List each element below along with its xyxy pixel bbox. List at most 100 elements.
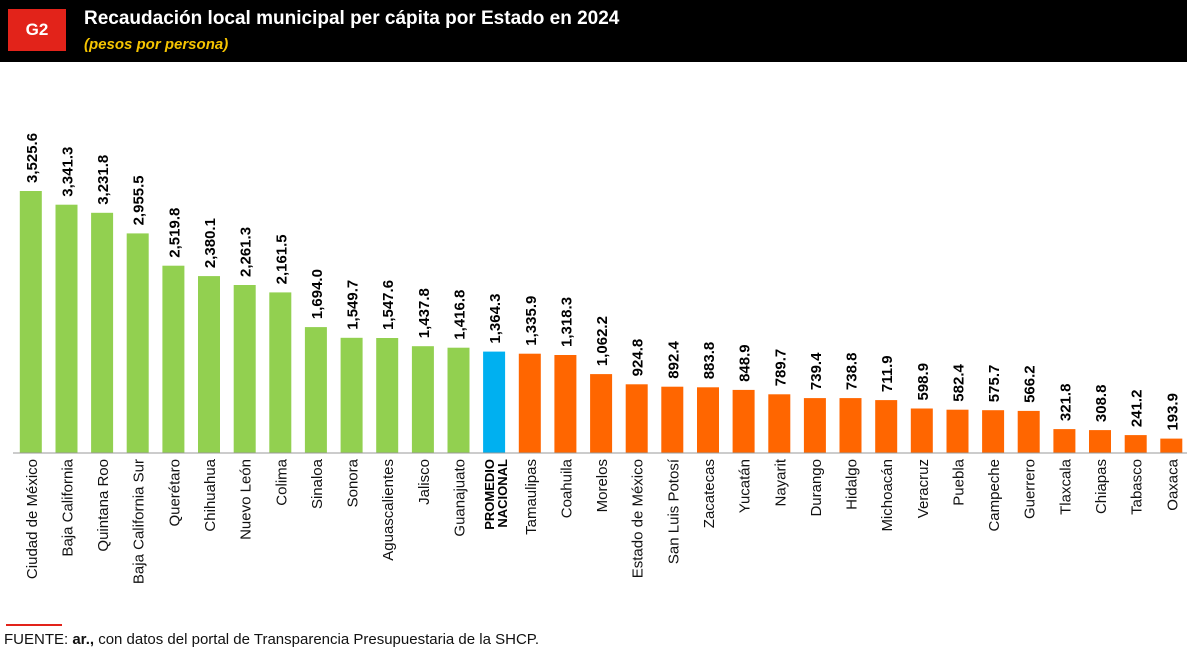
chart-header: G2 Recaudación local municipal per cápit… [0,0,1187,62]
category-label-21: Nayarit [772,458,789,506]
bar-8 [304,327,327,453]
bar-22 [803,398,826,453]
category-label-16: Morelos [594,459,611,512]
value-label-1: 3,341.3 [60,147,77,197]
bar-29 [1053,429,1076,453]
value-label-14: 1,335.9 [523,296,540,346]
category-label-32: Oaxaca [1164,458,1181,510]
bar-7 [269,292,292,453]
bar-27 [982,410,1005,453]
value-label-32: 193.9 [1164,393,1181,431]
value-label-7: 2,161.5 [273,234,290,284]
bar-4 [162,265,185,453]
category-label-24: Michoacán [879,459,896,532]
category-label-31: Tabasco [1129,459,1146,515]
category-label-23: Hidalgo [844,459,861,510]
category-label-22: Durango [808,459,825,517]
value-label-16: 1,062.2 [594,316,611,366]
category-label-20: Yucatán [737,459,754,513]
source-brand: ar., [72,631,95,648]
value-label-5: 2,380.1 [202,218,219,268]
category-label-7: Colima [273,458,290,505]
bar-13 [483,351,506,453]
value-label-2: 3,231.8 [95,155,112,205]
value-label-17: 924.8 [630,339,647,377]
category-label-26: Puebla [951,458,968,505]
value-label-30: 308.8 [1093,385,1110,423]
value-label-21: 789.7 [772,349,789,387]
chart-title: Recaudación local municipal per cápita p… [84,8,620,29]
bar-17 [625,384,648,453]
value-label-18: 892.4 [665,341,682,379]
bar-6 [233,285,256,453]
bar-0 [19,191,42,453]
bar-15 [554,355,577,453]
bar-30 [1089,430,1111,453]
source-note: FUENTE: ar., con datos del portal de Tra… [4,631,539,648]
value-label-29: 321.8 [1057,384,1074,422]
value-label-31: 241.2 [1129,390,1146,428]
category-label-30: Chiapas [1093,459,1110,514]
category-label-9: Sonora [345,458,362,507]
bar-25 [910,408,933,453]
bar-11 [411,346,434,453]
figure-badge: G2 [8,9,66,51]
value-label-11: 1,437.8 [416,288,433,338]
bar-28 [1017,410,1040,453]
category-label-1: Baja California [60,458,77,556]
category-label-12: Guanajuato [452,459,469,537]
value-label-28: 566.2 [1022,365,1039,403]
source-text: con datos del portal de Transparencia Pr… [94,631,540,648]
value-label-20: 848.9 [737,344,754,382]
category-label-18: San Luis Potosí [665,458,682,564]
value-label-10: 1,547.6 [380,280,397,330]
bar-chart: 3,525.6 Ciudad de México 3,341.3 Baja Calif… [13,133,1187,584]
bar-18 [661,386,684,453]
value-label-0: 3,525.6 [24,133,41,183]
value-label-22: 739.4 [808,352,825,390]
value-label-9: 1,549.7 [345,280,362,330]
value-label-15: 1,318.3 [558,297,575,347]
value-label-12: 1,416.8 [452,290,469,340]
bar-5 [198,276,220,453]
category-label-8: Sinaloa [309,458,326,509]
category-label-28: Guerrero [1022,459,1039,519]
bar-20 [732,389,755,453]
category-label-6: Nuevo León [238,459,255,540]
value-label-6: 2,261.3 [238,227,255,277]
value-label-26: 582.4 [951,364,968,402]
value-label-8: 1,694.0 [309,269,326,319]
bar-2 [91,212,114,453]
bar-12 [447,347,470,453]
category-label-25: Veracruz [915,459,932,518]
bar-3 [126,233,149,453]
value-label-4: 2,519.8 [166,208,183,258]
value-label-24: 711.9 [879,355,896,392]
category-label-14: Tamaulipas [523,459,540,535]
source-lead: FUENTE: [4,631,73,648]
bar-10 [376,338,399,453]
value-label-25: 598.9 [915,363,932,401]
bar-1 [55,204,78,453]
category-label-3: Baja California Sur [131,459,148,584]
category-label-17: Estado de México [630,459,647,578]
bar-21 [768,394,791,453]
bar-16 [590,374,613,453]
category-label-13: PROMEDIONACIONAL [482,459,510,530]
bar-23 [839,398,862,453]
bar-32 [1160,438,1183,453]
category-label-29: Tlaxcala [1057,458,1074,515]
category-label-11: Jalisco [416,459,433,505]
value-label-27: 575.7 [986,365,1003,403]
bar-31 [1124,435,1147,453]
category-label-2: Quintana Roo [95,459,112,552]
category-label-15: Coahuila [558,458,575,518]
value-label-19: 883.8 [701,342,718,380]
value-label-3: 2,955.5 [131,175,148,225]
bar-14 [518,353,541,453]
category-label-0: Ciudad de México [24,459,41,579]
source-divider [6,624,62,626]
value-label-13: 1,364.3 [487,294,504,344]
bar-19 [697,387,719,453]
category-label-19: Zacatecas [701,459,718,528]
